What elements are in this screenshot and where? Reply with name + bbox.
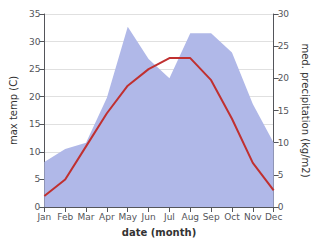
svg-text:Mar: Mar xyxy=(78,212,95,222)
svg-text:0: 0 xyxy=(278,202,284,212)
svg-text:Oct: Oct xyxy=(224,212,240,222)
svg-text:Nov: Nov xyxy=(244,212,262,222)
svg-text:30: 30 xyxy=(278,9,290,19)
svg-text:30: 30 xyxy=(29,37,41,47)
svg-text:Feb: Feb xyxy=(57,212,73,222)
svg-text:Jun: Jun xyxy=(141,212,156,222)
svg-text:25: 25 xyxy=(29,64,40,74)
svg-text:med. precipitation (kg/m2): med. precipitation (kg/m2) xyxy=(300,43,311,177)
svg-text:Jul: Jul xyxy=(163,212,175,222)
svg-text:Apr: Apr xyxy=(99,212,115,222)
svg-text:Dec: Dec xyxy=(265,212,282,222)
svg-text:Jan: Jan xyxy=(36,212,51,222)
svg-text:10: 10 xyxy=(278,138,290,148)
svg-text:20: 20 xyxy=(278,73,290,83)
svg-text:max temp (C): max temp (C) xyxy=(8,76,19,145)
svg-text:15: 15 xyxy=(278,106,289,116)
svg-text:date (month): date (month) xyxy=(122,227,196,238)
svg-text:0: 0 xyxy=(35,202,41,212)
svg-text:15: 15 xyxy=(29,119,40,129)
svg-text:May: May xyxy=(118,212,137,222)
svg-text:25: 25 xyxy=(278,41,289,51)
svg-text:35: 35 xyxy=(29,9,40,19)
svg-text:5: 5 xyxy=(278,170,284,180)
svg-text:Aug: Aug xyxy=(181,212,199,222)
svg-text:5: 5 xyxy=(35,174,41,184)
svg-text:Sep: Sep xyxy=(203,212,220,222)
svg-text:10: 10 xyxy=(29,147,41,157)
svg-text:20: 20 xyxy=(29,92,41,102)
